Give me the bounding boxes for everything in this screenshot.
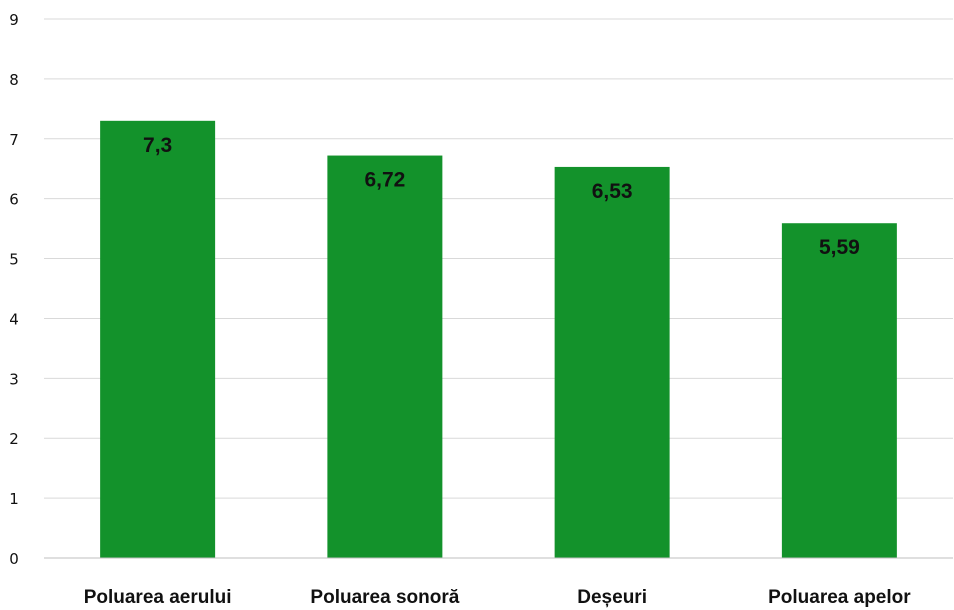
data-label: 6,53 <box>592 180 633 203</box>
x-category-label: Poluarea aerului <box>84 587 232 608</box>
y-tick-label: 4 <box>9 310 19 328</box>
y-tick-label: 8 <box>9 71 19 89</box>
y-tick-label: 9 <box>9 11 19 29</box>
y-tick-label: 5 <box>9 251 19 269</box>
x-category-label: Poluarea apelor <box>768 587 911 608</box>
y-tick-label: 7 <box>9 131 19 149</box>
data-labels: 7,3 6,72 6,53 5,59 <box>143 134 860 259</box>
data-label: 7,3 <box>143 134 172 157</box>
y-tick-label: 0 <box>9 550 19 568</box>
bar <box>781 223 897 558</box>
y-tick-label: 6 <box>9 191 19 209</box>
data-label: 6,72 <box>364 169 405 192</box>
y-tick-label: 3 <box>9 370 19 388</box>
y-axis-ticks: 0 1 2 3 4 5 6 7 8 9 <box>9 11 19 568</box>
bar <box>100 120 216 559</box>
y-tick-label: 2 <box>9 430 19 448</box>
x-category-label: Poluarea sonoră <box>310 587 459 608</box>
bar <box>327 155 443 558</box>
y-tick-label: 1 <box>9 490 19 508</box>
bars <box>100 120 897 559</box>
x-category-label: Deșeuri <box>577 587 647 608</box>
bar <box>554 166 670 559</box>
data-label: 5,59 <box>819 236 860 259</box>
x-axis-categories: Poluarea aerului Poluarea sonoră Deșeuri Po… <box>84 587 912 608</box>
